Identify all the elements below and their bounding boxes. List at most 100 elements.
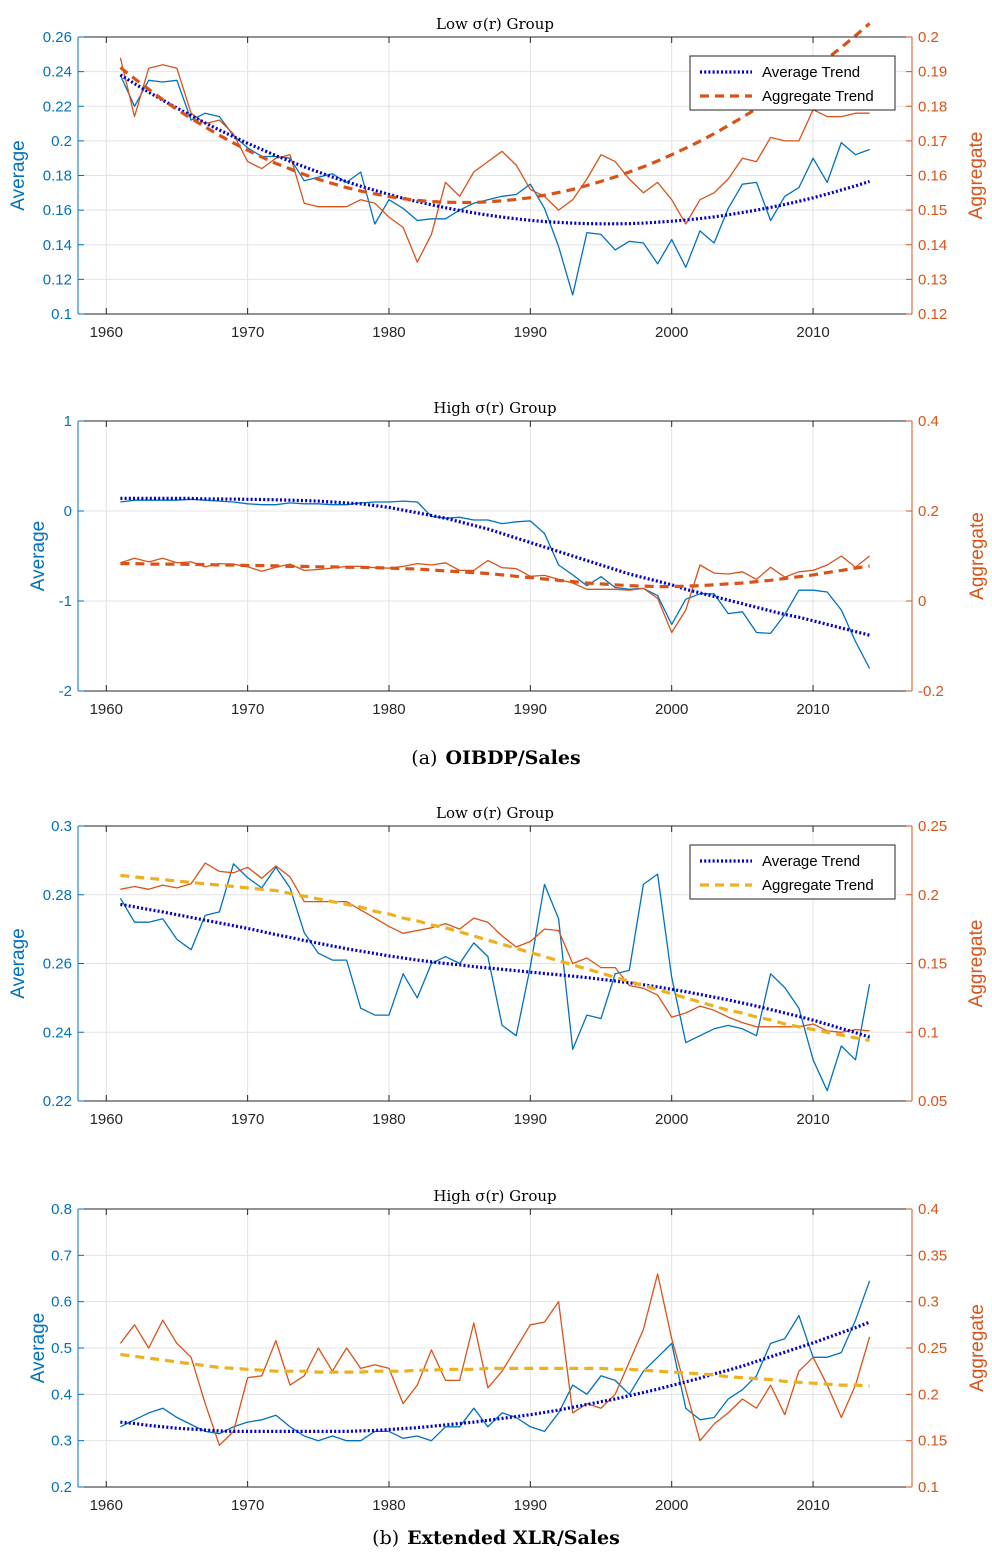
y-tick-label-left: 0.24 — [43, 64, 72, 81]
x-tick-label: 2010 — [796, 1497, 829, 1514]
y-tick-label-left: 0 — [64, 503, 72, 520]
caption-b: (b) Extended XLR/Sales — [372, 1527, 620, 1549]
chart-title: Low σ(r) Group — [436, 15, 554, 33]
legend-label: Aggregate Trend — [762, 877, 874, 894]
y-tick-label-right: 0.19 — [918, 64, 947, 81]
y-tick-label-right: 0.2 — [918, 29, 939, 46]
y-tick-label-left: 0.8 — [51, 1201, 72, 1218]
y-tick-label-left: 0.3 — [51, 1433, 72, 1450]
series-average-trend — [119, 73, 871, 226]
panel-a-high-group: 1960 1970 1980 1990 2000 2010 -2 -1 0 1 -0.2 0 0.2 0.… — [28, 399, 988, 718]
y-tick-label-right: 0.3 — [918, 1294, 939, 1311]
caption-a: (a) OIBDP/Sales — [411, 747, 580, 769]
y-tick-label-right: 0.25 — [918, 1340, 947, 1357]
legend: Average Trend Aggregate Trend — [689, 55, 896, 111]
y-tick-label-right: 0.2 — [918, 1386, 939, 1403]
y-tick-label-left: 0.4 — [51, 1386, 72, 1403]
x-tick-label: 1970 — [231, 701, 264, 718]
x-tick-label: 2010 — [796, 324, 829, 341]
y-tick-label-left: 0.28 — [43, 887, 72, 904]
y-axis-label-left: Average — [28, 521, 49, 591]
series-aggregate-trend — [120, 1352, 870, 1388]
y-tick-label-left: 0.26 — [43, 956, 72, 973]
x-tick-label: 1970 — [231, 1497, 264, 1514]
x-tick-label: 1980 — [372, 1111, 405, 1128]
series-average — [120, 498, 871, 669]
panel-b-high-group: 1960 1970 1980 1990 2000 2010 0.2 0.3 0.4 0.5 0.6 0… — [28, 1187, 988, 1514]
chart-title: Low σ(r) Group — [436, 804, 554, 822]
series-aggregate — [120, 862, 870, 1033]
x-tick-label: 1970 — [231, 324, 264, 341]
y-tick-label-left: 0.6 — [51, 1294, 72, 1311]
x-tick-label: 1960 — [90, 324, 123, 341]
y-tick-label-left: 0.12 — [43, 271, 72, 288]
y-tick-label-right: 0 — [918, 593, 926, 610]
legend-label: Aggregate Trend — [762, 88, 874, 105]
y-tick-label-left: 0.14 — [43, 237, 72, 254]
y-tick-label-right: 0.15 — [918, 956, 947, 973]
y-tick-label-left: -2 — [59, 683, 72, 700]
y-tick-label-right: 0.15 — [918, 202, 947, 219]
y-tick-label-left: 0.2 — [51, 1479, 72, 1496]
series-average-trend — [120, 1320, 871, 1434]
y-tick-label-left: 0.24 — [43, 1024, 72, 1041]
series-average-trend — [120, 902, 871, 1039]
y-tick-label-right: 0.25 — [918, 818, 947, 835]
y-tick-label-right: 0.13 — [918, 271, 947, 288]
y-axis-label-right: Aggregate — [967, 512, 988, 600]
plot-area — [78, 421, 912, 691]
series-aggregate-trend — [119, 22, 871, 205]
y-tick-label-right: 0.35 — [918, 1247, 947, 1264]
y-tick-label-right: -0.2 — [918, 683, 944, 700]
y-tick-label-left: 0.3 — [51, 818, 72, 835]
y-tick-label-right: 0.4 — [918, 413, 939, 430]
y-tick-label-right: 0.4 — [918, 1201, 939, 1218]
x-tick-label: 1980 — [372, 324, 405, 341]
y-tick-label-right: 0.15 — [918, 1433, 947, 1450]
y-tick-label-right: 0.1 — [918, 1479, 939, 1496]
x-tick-label: 2000 — [655, 324, 688, 341]
x-tick-label: 1990 — [514, 1497, 547, 1514]
y-tick-label-right: 0.05 — [918, 1093, 947, 1110]
legend: Average Trend Aggregate Trend — [689, 844, 896, 900]
y-axis-label-left: Average — [8, 928, 29, 998]
y-axis-label-right: Aggregate — [966, 132, 987, 220]
y-tick-label-right: 0.18 — [918, 98, 947, 115]
series-aggregate-trend — [120, 561, 870, 589]
x-tick-label: 1970 — [231, 1111, 264, 1128]
panel-b-low-group: 1960 1970 1980 1990 2000 2010 0.22 0.24 0.26 0.28… — [8, 804, 987, 1128]
x-tick-label: 1980 — [372, 1497, 405, 1514]
y-tick-label-right: 0.17 — [918, 133, 947, 150]
y-tick-label-left: -1 — [59, 593, 72, 610]
series-aggregate — [119, 1273, 871, 1446]
y-axis-label-right: Aggregate — [967, 1304, 988, 1392]
x-tick-label: 1990 — [514, 701, 547, 718]
x-tick-label: 1960 — [90, 1111, 123, 1128]
y-axis-label-left: Average — [28, 1313, 49, 1383]
chart-title: High σ(r) Group — [433, 1187, 556, 1205]
x-tick-label: 2000 — [655, 1111, 688, 1128]
legend-box — [689, 55, 896, 111]
y-tick-label-right: 0.16 — [918, 168, 947, 185]
y-tick-label-left: 0.26 — [43, 29, 72, 46]
series-aggregate-trend — [120, 873, 870, 1043]
y-tick-label-left: 0.1 — [51, 306, 72, 323]
y-tick-label-left: 0.22 — [43, 98, 72, 115]
x-tick-label: 1980 — [372, 701, 405, 718]
x-tick-label: 1960 — [90, 701, 123, 718]
x-tick-label: 1960 — [90, 1497, 123, 1514]
y-tick-label-left: 1 — [64, 413, 72, 430]
x-tick-label: 1990 — [514, 1111, 547, 1128]
y-tick-label-right: 0.2 — [918, 887, 939, 904]
y-axis-label-left: Average — [8, 140, 29, 210]
x-tick-label: 2010 — [796, 701, 829, 718]
series-average — [119, 74, 870, 296]
y-tick-label-left: 0.16 — [43, 202, 72, 219]
x-tick-label: 2010 — [796, 1111, 829, 1128]
y-tick-label-left: 0.18 — [43, 168, 72, 185]
legend-label: Average Trend — [762, 853, 860, 870]
x-tick-label: 2000 — [655, 1497, 688, 1514]
y-tick-label-left: 0.2 — [51, 133, 72, 150]
y-tick-label-left: 0.5 — [51, 1340, 72, 1357]
